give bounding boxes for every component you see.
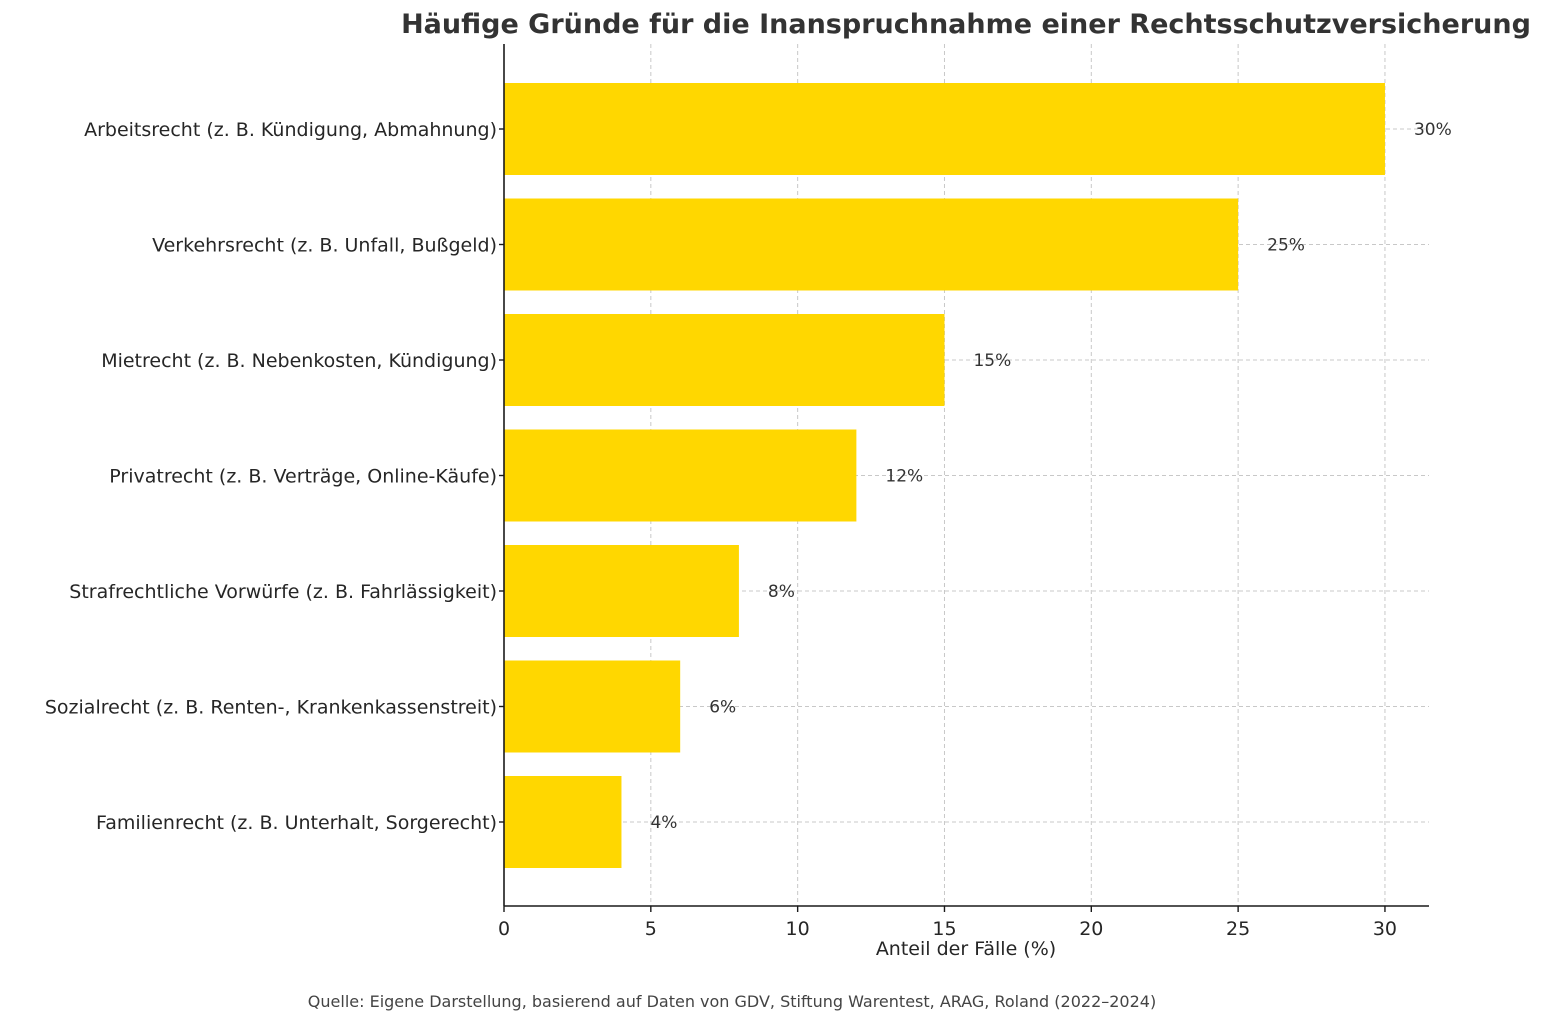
category-label-6: Familienrecht (z. B. Unterhalt, Sorgerec… xyxy=(96,812,497,834)
chart-title: Häufige Gründe für die Inanspruchnahme e… xyxy=(401,9,1531,40)
x-ticks: 0 5 10 15 20 25 30 xyxy=(498,906,1397,940)
category-label-1: Verkehrsrecht (z. B. Unfall, Bußgeld) xyxy=(152,235,497,257)
category-labels: Arbeitsrecht (z. B. Kündigung, Abmahnung… xyxy=(45,119,497,834)
category-label-4: Strafrechtliche Vorwürfe (z. B. Fahrläss… xyxy=(69,581,497,603)
value-labels: 30% 25% 15% 12% 8% 6% 4% xyxy=(650,120,1451,833)
x-tick-label-4: 20 xyxy=(1079,918,1103,940)
x-tick-label-3: 15 xyxy=(932,918,956,940)
value-label-1: 25% xyxy=(1267,236,1305,256)
value-label-4: 8% xyxy=(768,582,795,602)
value-label-2: 15% xyxy=(973,351,1011,371)
category-label-0: Arbeitsrecht (z. B. Kündigung, Abmahnung… xyxy=(84,119,497,141)
bar-4 xyxy=(504,545,739,637)
x-tick-label-5: 25 xyxy=(1226,918,1250,940)
bars xyxy=(504,83,1385,868)
bar-0 xyxy=(504,83,1385,175)
bar-1 xyxy=(504,198,1239,291)
axes xyxy=(499,44,1429,907)
value-label-0: 30% xyxy=(1414,120,1452,140)
x-tick-label-1: 5 xyxy=(645,918,657,940)
x-axis-label: Anteil der Fälle (%) xyxy=(876,938,1056,960)
x-tick-label-2: 10 xyxy=(786,918,810,940)
x-tick-label-6: 30 xyxy=(1373,918,1397,940)
bar-2 xyxy=(504,314,945,406)
bar-3 xyxy=(504,429,857,522)
category-label-5: Sozialrecht (z. B. Renten-, Krankenkasse… xyxy=(45,697,497,719)
value-label-6: 4% xyxy=(650,813,677,833)
bar-6 xyxy=(504,776,622,868)
bar-5 xyxy=(504,660,681,753)
source-note: Quelle: Eigene Darstellung, basierend au… xyxy=(308,992,1156,1011)
category-label-3: Privatrecht (z. B. Verträge, Online-Käuf… xyxy=(109,466,497,488)
category-label-2: Mietrecht (z. B. Nebenkosten, Kündigung) xyxy=(101,350,497,372)
value-label-3: 12% xyxy=(885,467,923,487)
x-tick-label-0: 0 xyxy=(498,918,510,940)
value-label-5: 6% xyxy=(709,698,736,718)
